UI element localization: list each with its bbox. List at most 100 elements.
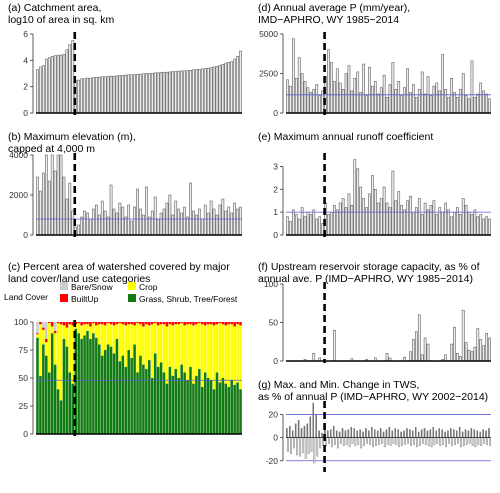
panel-e-bar <box>327 214 330 236</box>
panel-g-min-bar <box>287 437 289 452</box>
panel-c-bar-segment-green <box>206 378 210 434</box>
panel-c-bar-segment-crop <box>203 325 207 373</box>
panel-g-min-bar <box>366 437 368 444</box>
panel-c-bar-segment-crop <box>174 324 178 370</box>
panel-a-bar <box>44 58 48 114</box>
panel-c-bar-segment-builtup <box>53 330 57 334</box>
panel-b-bar <box>218 204 222 236</box>
panel-d-bar <box>362 63 365 114</box>
panel-c-bar-segment-builtup <box>39 322 42 325</box>
panel-b-bar <box>65 198 69 236</box>
panel-e-bar <box>289 221 292 236</box>
panel-c-bar-segment-crop <box>186 324 189 381</box>
panel-d-bar <box>292 38 295 114</box>
panel-g-max-bar <box>476 430 478 438</box>
panel-a-bar <box>95 77 98 114</box>
panel-a-bar <box>203 68 207 114</box>
panel-c-bar-segment-green <box>59 400 63 434</box>
panel-b-bar <box>168 194 172 236</box>
panel-e-bar <box>412 211 415 236</box>
panel-e-bar <box>482 218 485 236</box>
panel-c-bar-segment-crop <box>230 324 233 381</box>
panel-b-bar <box>106 216 110 236</box>
panel-g-min-bar <box>471 437 474 446</box>
panel-c-bar-segment-crop <box>206 324 210 378</box>
panel-e-bar <box>423 202 427 236</box>
panel-f-bar <box>333 329 336 362</box>
panel-b-bar <box>224 210 228 236</box>
panel-e-bar <box>432 200 436 236</box>
panel-c-bar-segment-green <box>77 333 80 434</box>
panel-e-bar <box>485 216 488 236</box>
panel-c-ytick-label: 75 <box>19 345 29 355</box>
panel-a-bar <box>136 73 139 114</box>
panel-g-min-bar <box>310 437 313 452</box>
panel-a-ytick-label: 6 <box>23 29 28 39</box>
panel-b-bar <box>130 220 133 236</box>
panel-g-max-bar <box>420 429 423 438</box>
panel-f-bar <box>312 353 316 362</box>
panel-g-max-bar <box>412 430 414 438</box>
panel-d-ytick-label: 5000 <box>259 29 278 39</box>
panel-g-max-bar <box>400 431 402 438</box>
panel-e-bar <box>464 205 468 236</box>
panel-c-bar-segment-crop <box>209 324 213 381</box>
panel-b-bar <box>203 204 207 236</box>
panel-c-bar-segment-green <box>177 378 180 434</box>
panel-d-bar <box>368 66 371 114</box>
panel-a-bar <box>86 77 89 114</box>
panel-c-bar-segment-green <box>239 389 242 434</box>
panel-c-bar-segment-green <box>156 366 160 434</box>
panel-g-min-bar <box>454 437 456 445</box>
panel-b-bar <box>112 208 116 236</box>
panel-c-bar-segment-builtup <box>103 322 107 326</box>
panel-d-ytick-label: 2500 <box>259 69 278 79</box>
panel-c-bar-segment-crop <box>239 325 242 390</box>
panel-d-bar <box>397 81 401 114</box>
panel-c-bar-segment-crop <box>39 324 42 376</box>
panel-g-min-bar <box>430 437 433 448</box>
panel-g-max-bar <box>338 431 341 438</box>
panel-c-bar-segment-builtup <box>65 322 69 328</box>
panel-c-bar-segment-green <box>42 344 45 434</box>
panel-c-bar-segment-crop <box>224 325 228 384</box>
panel-a-bar <box>103 76 107 114</box>
panel-c-bar-segment-crop <box>150 324 154 378</box>
panel-b-ytick-label: 4000 <box>9 150 28 160</box>
panel-b-bar <box>59 154 63 236</box>
panel-g-max-bar <box>376 430 379 438</box>
panel-d-bar <box>453 92 456 114</box>
panel-a-bar <box>192 69 195 114</box>
panel-f-bar <box>479 339 483 362</box>
panel-d-bar <box>432 85 436 114</box>
panel-a-bar <box>42 65 45 114</box>
panel-g-min-bar <box>334 437 336 445</box>
panel-c-bar-segment-green <box>45 355 48 434</box>
panel-g-max-bar <box>297 420 300 438</box>
panel-b-bar <box>109 184 113 236</box>
panel-c-bar-segment-crop <box>103 325 107 350</box>
panel-e-bar <box>330 211 333 236</box>
panel-g-max-bar <box>485 430 487 438</box>
panel-b-ytick-label: 2000 <box>9 190 28 200</box>
panel-g-max-bar <box>453 429 455 438</box>
panel-g-min-bar <box>462 437 465 446</box>
panel-g-max-bar <box>379 428 382 438</box>
panel-a-bar <box>59 54 63 114</box>
panel-c-bar-segment-green <box>195 375 198 434</box>
panel-e-bar <box>286 216 289 236</box>
panel-d-bar <box>444 89 447 114</box>
panel-f-bar <box>470 351 474 362</box>
panel-c-bar-segment-crop <box>77 323 80 334</box>
panel-b-bar <box>186 216 189 236</box>
panel-c-bar-segment-green <box>109 346 113 434</box>
panel-d-bar <box>417 89 421 114</box>
panel-e-bar <box>318 216 321 236</box>
panel-e-ytick-label: 2 <box>273 184 278 194</box>
panel-c-bar-segment-builtup <box>133 322 136 326</box>
panel-g-min-bar <box>348 437 351 448</box>
panel-g-max-bar <box>347 429 350 438</box>
panel-d-bar <box>403 87 406 114</box>
panel-g-max-bar <box>403 430 405 438</box>
legend-swatch <box>128 282 136 290</box>
